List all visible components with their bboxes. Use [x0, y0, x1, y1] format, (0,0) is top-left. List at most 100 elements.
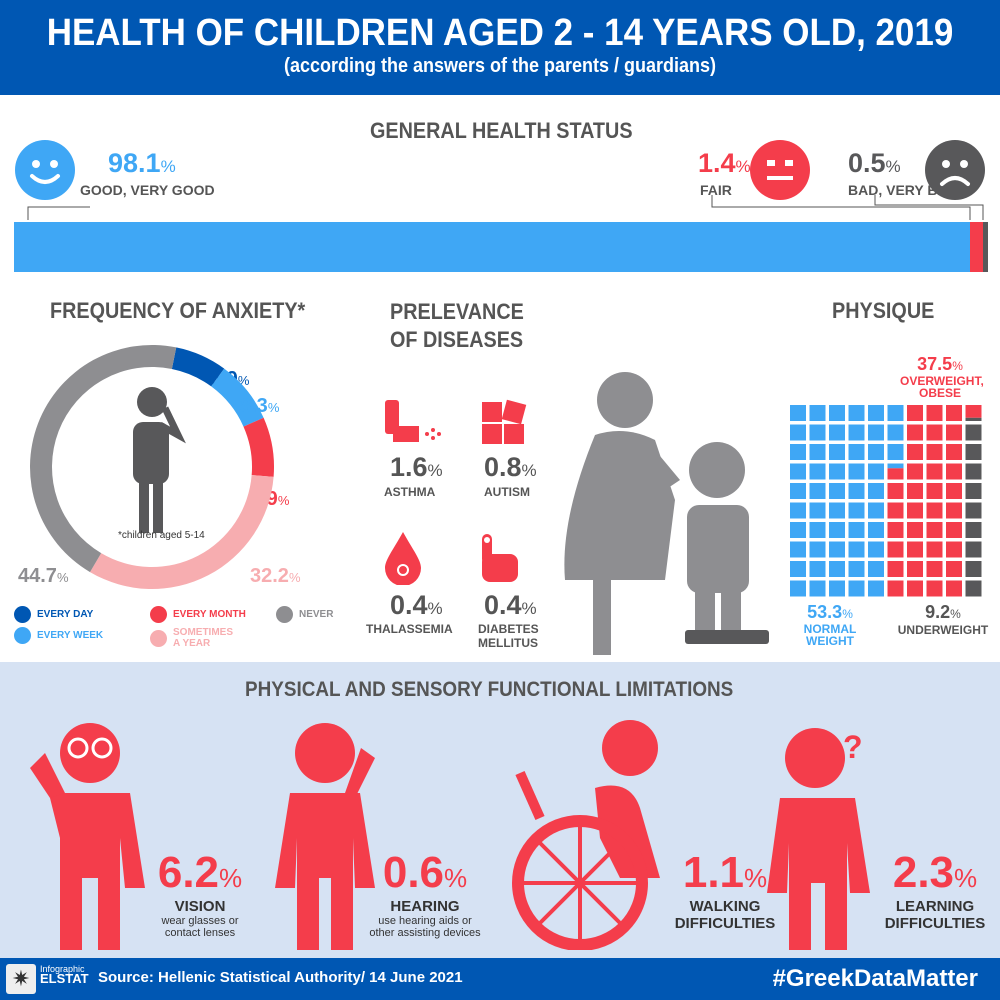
- health-bar-segment: [969, 222, 984, 272]
- waffle-cell: [868, 580, 884, 597]
- waffle-cell: [965, 444, 982, 460]
- hashtag: #GreekDataMatter: [772, 965, 978, 992]
- diabetes-label: DIABETES MELLITUS: [478, 622, 539, 650]
- general-health-title: GENERAL HEALTH STATUS: [370, 118, 633, 143]
- waffle-cell: [809, 405, 826, 421]
- waffle-cell: [946, 580, 962, 597]
- waffle-cell: [829, 541, 845, 558]
- bad-value: 0.5: [848, 148, 886, 178]
- waffle-cell: [848, 561, 865, 577]
- waffle-cell: [790, 444, 806, 460]
- waffle-cell: [809, 541, 826, 558]
- waffle-cell: [946, 483, 962, 499]
- waffle-cell: [848, 405, 865, 421]
- waffle-cell: [848, 541, 865, 558]
- page-subtitle: (according the answers of the parents / …: [283, 55, 717, 77]
- waffle-cell: [907, 483, 923, 499]
- waffle-cell: [809, 580, 826, 597]
- anxiety-note: *children aged 5-14: [118, 530, 205, 541]
- waffle-cell: [887, 463, 904, 469]
- waffle-cell: [848, 424, 865, 441]
- waffle-cell: [926, 541, 943, 558]
- limitation-vision: 6.2% VISION wear glasses or contact lenses: [157, 848, 243, 939]
- waffle-cell: [868, 444, 884, 460]
- waffle-cell: [887, 522, 904, 538]
- waffle-cell: [809, 483, 826, 499]
- waffle-cell: [926, 405, 943, 421]
- unit: %: [735, 157, 751, 176]
- waffle-cell: [887, 468, 904, 480]
- waffle-cell: [887, 483, 904, 499]
- legend-never: NEVER: [276, 606, 333, 623]
- waffle-cell: [868, 483, 884, 499]
- sad-face-icon: [925, 140, 985, 200]
- waffle-cell: [907, 580, 923, 597]
- waffle-cell: [829, 580, 845, 597]
- donut-slice: [171, 347, 225, 387]
- wheelchair-icon: [512, 720, 660, 950]
- waffle-cell: [848, 580, 865, 597]
- underweight-value: 9.2: [925, 602, 951, 622]
- limitation-hearing: 0.6% HEARING use hearing aids or other ass…: [369, 848, 481, 939]
- donut-slice: [211, 368, 264, 427]
- unit: %: [842, 607, 853, 621]
- health-bar-segment: [14, 222, 970, 272]
- logo-text: Infographic ELSTAT: [40, 964, 89, 986]
- puzzle-icon: [482, 399, 527, 444]
- doctor-child-illustration: [564, 372, 769, 655]
- waffle-cell: [868, 541, 884, 558]
- waffle-cell: [829, 424, 845, 441]
- person-glasses-icon: [30, 723, 145, 950]
- waffle-cell: [965, 561, 982, 577]
- finger-prick-icon: [482, 534, 518, 582]
- waffle-cell: [926, 463, 943, 480]
- waffle-cell: [868, 522, 884, 538]
- waffle-cell: [809, 522, 826, 538]
- waffle-cell: [946, 561, 962, 577]
- happy-face-icon: [15, 140, 75, 200]
- waffle-cell: [809, 444, 826, 460]
- waffle-cell: [887, 405, 904, 421]
- waffle-cell: [829, 522, 845, 538]
- source-text: Source: Hellenic Statistical Authority/ …: [98, 969, 463, 986]
- diabetes-value: 0.4: [484, 590, 522, 620]
- waffle-cell: [907, 424, 923, 441]
- waffle-cell: [907, 561, 923, 577]
- waffle-cell: [907, 405, 923, 421]
- waffle-cell: [965, 405, 982, 418]
- limitations-title: PHYSICAL AND SENSORY FUNCTIONAL LIMITATI…: [245, 678, 734, 701]
- donut-label: 32.2%: [250, 565, 301, 587]
- anxious-child-icon: [133, 387, 186, 533]
- inhaler-icon: [385, 400, 441, 442]
- anxiety-title: FREQUENCY OF ANXIETY*: [50, 298, 306, 323]
- waffle-cell: [829, 502, 845, 519]
- waffle-cell: [829, 463, 845, 480]
- autism-label: AUTISM: [484, 485, 530, 499]
- neutral-face-icon: [750, 140, 810, 200]
- waffle-cell: [926, 483, 943, 499]
- fair-value: 1.4: [698, 148, 736, 178]
- waffle-cell: [887, 424, 904, 441]
- waffle-cell: [809, 463, 826, 480]
- waffle-cell: [907, 541, 923, 558]
- waffle-cell: [946, 444, 962, 460]
- header: HEALTH OF CHILDREN AGED 2 - 14 YEARS OLD…: [0, 0, 1000, 95]
- waffle-cell: [790, 522, 806, 538]
- waffle-cell: [809, 502, 826, 519]
- waffle-cell: [790, 561, 806, 577]
- waffle-cell: [926, 424, 943, 441]
- waffle-cell: [809, 424, 826, 441]
- waffle-cell: [926, 580, 943, 597]
- waffle-cell: [907, 502, 923, 519]
- anxiety-donut-chart: 6.9%8.3%7.9%32.2%44.7%: [18, 345, 301, 589]
- unit: %: [952, 359, 963, 373]
- waffle-cell: [965, 424, 982, 441]
- unit: %: [160, 157, 176, 176]
- waffle-cell: [946, 463, 962, 480]
- waffle-cell: [848, 483, 865, 499]
- donut-slice: [90, 475, 274, 589]
- health-bar-segment: [983, 222, 989, 272]
- diseases-title: PRELEVANCE OF DISEASES: [390, 299, 524, 352]
- waffle-cell: [790, 483, 806, 499]
- unit: %: [427, 461, 443, 480]
